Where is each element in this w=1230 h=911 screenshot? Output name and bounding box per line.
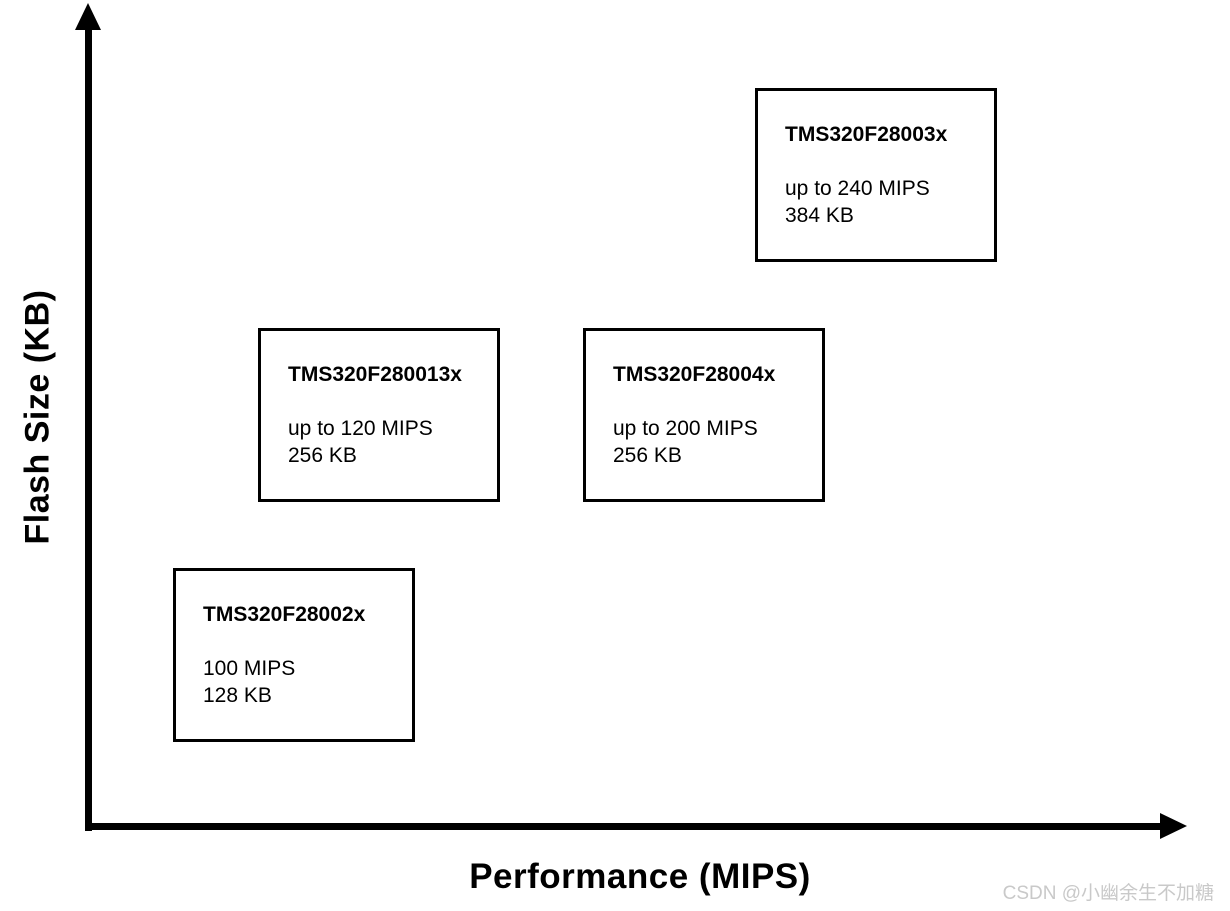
device-flash-label: 384 KB xyxy=(785,204,854,227)
device-mips-label: 100 MIPS xyxy=(203,657,296,680)
device-specs: up to 200 MIPS 256 KB xyxy=(613,415,822,469)
y-axis-line xyxy=(85,24,92,831)
device-box-tms320f28002x: TMS320F28002x 100 MIPS 128 KB xyxy=(173,568,415,742)
device-mips-label: up to 240 MIPS xyxy=(785,177,930,200)
device-box-tms320f28003x: TMS320F28003x up to 240 MIPS 384 KB xyxy=(755,88,997,262)
device-mips-label: up to 120 MIPS xyxy=(288,417,433,440)
device-model-label: TMS320F28004x xyxy=(613,363,776,386)
device-model-label: TMS320F28002x xyxy=(203,603,366,626)
device-box-tms320f280013x: TMS320F280013x up to 120 MIPS 256 KB xyxy=(258,328,500,502)
device-flash-label: 256 KB xyxy=(288,444,357,467)
device-model-label: TMS320F280013x xyxy=(288,363,462,386)
device-mips-label: up to 200 MIPS xyxy=(613,417,758,440)
device-specs: 100 MIPS 128 KB xyxy=(203,655,412,709)
x-axis-line xyxy=(85,823,1162,830)
y-axis-label: Flash Size (KB) xyxy=(18,289,57,545)
device-specs: up to 120 MIPS 256 KB xyxy=(288,415,497,469)
csdn-watermark: CSDN @小幽余生不加糖 xyxy=(1002,883,1214,904)
x-axis-label: Performance (MIPS) xyxy=(469,857,811,896)
device-flash-label: 256 KB xyxy=(613,444,682,467)
device-model-label: TMS320F28003x xyxy=(785,123,948,146)
device-box-tms320f28004x: TMS320F28004x up to 200 MIPS 256 KB xyxy=(583,328,825,502)
device-flash-label: 128 KB xyxy=(203,684,272,707)
x-axis-arrowhead-icon xyxy=(1160,813,1187,839)
device-specs: up to 240 MIPS 384 KB xyxy=(785,175,994,229)
